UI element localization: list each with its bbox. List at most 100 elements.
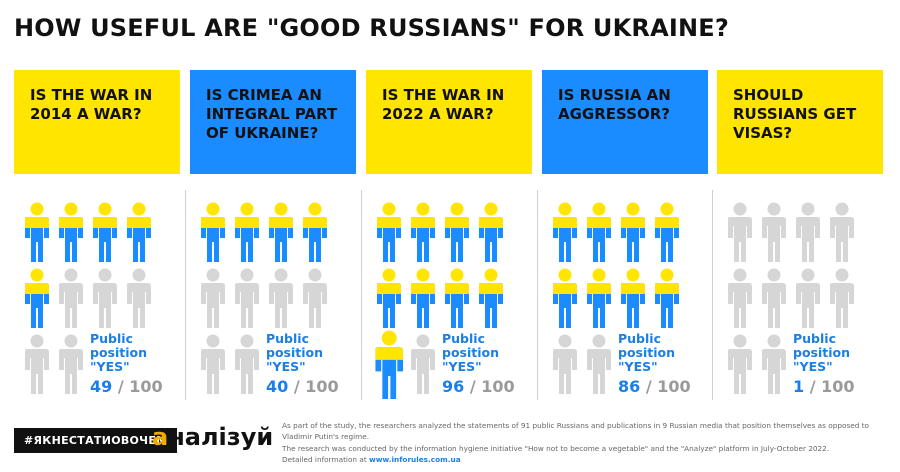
person-icons-grid — [14, 188, 180, 398]
footnote-link[interactable]: www.inforules.com.ua — [369, 454, 461, 464]
yes-stat: Public position "YES" 86 / 100 — [618, 332, 708, 397]
question-header: IS RUSSIA AN AGGRESSOR? — [542, 70, 708, 174]
stat-value: 49 / 100 — [90, 377, 180, 396]
person-icon — [90, 268, 120, 328]
person-icon — [56, 334, 86, 394]
question-column-4: IS RUSSIA AN AGGRESSOR? — [542, 70, 708, 396]
stat-label: Public position "YES" — [90, 331, 148, 374]
stat-number: 86 — [618, 377, 641, 397]
stat-label: Public position "YES" — [793, 331, 851, 374]
person-icon — [793, 202, 823, 262]
person-icon — [22, 202, 52, 262]
person-icon — [374, 268, 404, 328]
column-divider — [712, 190, 713, 400]
question-column-2: IS CRIMEA AN INTEGRAL PART OF UKRAINE? — [190, 70, 356, 396]
yes-stat: Public position "YES" 49 / 100 — [90, 331, 180, 397]
page-title: HOW USEFUL ARE "GOOD RUSSIANS" FOR UKRAI… — [14, 14, 730, 42]
person-icon — [652, 268, 682, 328]
person-icon — [759, 334, 789, 394]
person-icons-grid — [190, 188, 356, 398]
stat-separator: / — [288, 377, 306, 397]
person-icon — [827, 268, 857, 328]
stat-label: Public position "YES" — [266, 331, 324, 374]
person-icon — [372, 330, 404, 399]
question-header: IS THE WAR IN 2022 A WAR? — [366, 70, 532, 174]
stat-separator: / — [640, 377, 658, 397]
person-icon — [618, 268, 648, 328]
person-icon — [827, 202, 857, 262]
person-icon — [22, 334, 52, 394]
person-icon — [266, 202, 296, 262]
stat-value: 1 / 100 — [793, 377, 883, 396]
person-icon — [124, 268, 154, 328]
logo-accent: а — [152, 423, 169, 451]
person-icon — [476, 268, 506, 328]
stat-total: 100 — [305, 377, 339, 397]
question-column-3: IS THE WAR IN 2022 A WAR? — [366, 70, 532, 399]
person-icon — [652, 202, 682, 262]
person-icon — [476, 202, 506, 262]
person-icon — [442, 202, 472, 262]
person-icon — [374, 202, 404, 262]
person-icon — [550, 334, 580, 394]
stat-number: 96 — [442, 377, 465, 397]
person-icon — [759, 202, 789, 262]
footnote-line-1: As part of the study, the researchers an… — [282, 421, 870, 442]
stat-value: 96 / 100 — [442, 377, 532, 396]
question-column-5: SHOULD RUSSIANS GET VISAS? — [717, 70, 883, 396]
person-icons-grid — [366, 188, 532, 399]
person-icon — [550, 268, 580, 328]
logo-text: налізуй — [168, 423, 274, 451]
footnote-line-3: Detailed information at — [282, 454, 367, 464]
person-icon — [725, 334, 755, 394]
person-icons-grid — [542, 188, 708, 398]
person-icon — [300, 268, 330, 328]
person-icon — [584, 268, 614, 328]
person-icon — [198, 202, 228, 262]
person-icon — [232, 202, 262, 262]
person-icon — [759, 268, 789, 328]
person-icon — [266, 268, 296, 328]
stat-number: 1 — [793, 377, 805, 397]
stat-value: 86 / 100 — [618, 377, 708, 396]
person-icon — [725, 268, 755, 328]
person-icon — [90, 202, 120, 262]
person-icon — [584, 202, 614, 262]
person-icon — [22, 268, 52, 328]
person-icon — [198, 268, 228, 328]
question-header: IS THE WAR IN 2014 A WAR? — [14, 70, 180, 174]
analizuy-logo: аналізуй — [152, 423, 273, 451]
person-icon — [584, 334, 614, 394]
stat-separator: / — [804, 377, 822, 397]
person-icon — [408, 334, 438, 394]
stat-total: 100 — [821, 377, 855, 397]
stat-total: 100 — [657, 377, 691, 397]
person-icon — [442, 268, 472, 328]
person-icon — [56, 268, 86, 328]
footnote: As part of the study, the researchers an… — [282, 420, 890, 465]
person-icons-grid — [717, 188, 883, 398]
yes-stat: Public position "YES" 1 / 100 — [793, 331, 883, 397]
yes-stat: Public position "YES" 96 / 100 — [442, 331, 532, 397]
stat-label: Public position "YES" — [442, 331, 500, 374]
footnote-line-2: The research was conducted by the inform… — [282, 443, 830, 453]
stat-separator: / — [112, 377, 130, 397]
hashtag-badge: #ЯКНЕСТАТИОВОЧЕМ — [14, 428, 178, 453]
person-icon — [725, 202, 755, 262]
person-icon — [232, 334, 262, 394]
column-divider — [537, 190, 538, 400]
person-icon — [232, 268, 262, 328]
question-header: IS CRIMEA AN INTEGRAL PART OF UKRAINE? — [190, 70, 356, 174]
yes-stat: Public position "YES" 40 / 100 — [266, 331, 356, 397]
stat-separator: / — [464, 377, 482, 397]
person-icon — [408, 202, 438, 262]
column-divider — [185, 190, 186, 400]
person-icon — [56, 202, 86, 262]
stat-number: 49 — [90, 377, 113, 397]
stat-total: 100 — [129, 377, 163, 397]
person-icon — [198, 334, 228, 394]
person-icon — [300, 202, 330, 262]
person-icon — [550, 202, 580, 262]
person-icon — [408, 268, 438, 328]
stat-value: 40 / 100 — [266, 377, 356, 396]
